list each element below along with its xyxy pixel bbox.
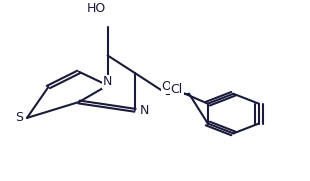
Text: Cl: Cl	[171, 83, 183, 96]
Text: HO: HO	[87, 2, 106, 15]
Text: O: O	[162, 80, 172, 93]
Text: S: S	[15, 111, 23, 124]
Text: N: N	[140, 104, 149, 117]
Text: N: N	[103, 75, 112, 88]
